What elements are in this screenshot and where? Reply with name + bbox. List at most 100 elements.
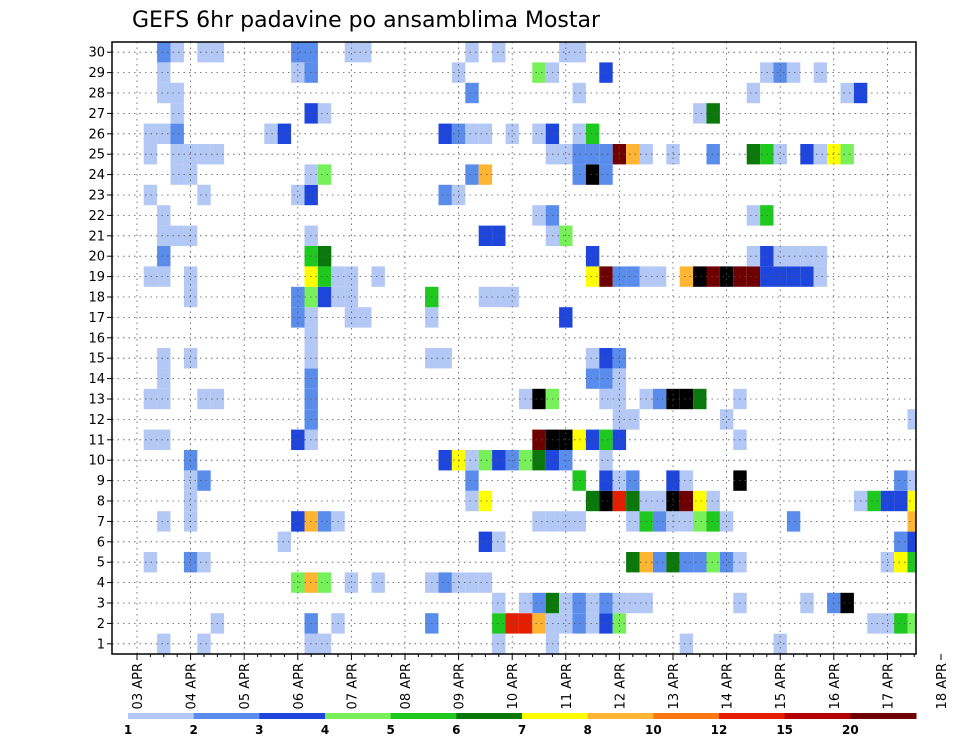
heatmap-cell: [585, 144, 600, 165]
heatmap-cell: [559, 42, 573, 63]
heatmap-cells: [143, 42, 916, 654]
y-tick-label: 3: [97, 597, 105, 612]
heatmap-cell: [157, 511, 171, 532]
heatmap-cell: [143, 266, 158, 287]
colorbar-swatch: [784, 713, 851, 719]
heatmap-cell: [438, 184, 452, 206]
heatmap-cell: [197, 42, 211, 63]
heatmap-cell: [599, 266, 613, 287]
heatmap-cell: [183, 144, 198, 165]
heatmap-cell: [907, 409, 916, 430]
heatmap-cell: [465, 450, 479, 471]
y-tick-label: 1: [97, 637, 105, 652]
heatmap-cell: [478, 164, 493, 185]
heatmap-cell: [599, 368, 613, 389]
colorbar-label: 20: [842, 723, 859, 737]
heatmap-cell: [197, 633, 211, 654]
colorbar-swatch: [390, 713, 457, 719]
heatmap-cell: [773, 62, 787, 83]
y-tick-label: 10: [88, 454, 105, 469]
heatmap-cell: [277, 123, 292, 144]
colorbar-label: 10: [645, 723, 662, 737]
heatmap-cell: [572, 123, 586, 144]
heatmap-cell: [478, 286, 493, 308]
colorbar-label: 5: [386, 723, 394, 737]
heatmap-cell: [197, 388, 211, 410]
heatmap-cell: [652, 388, 667, 410]
y-tick-label: 12: [88, 413, 105, 428]
heatmap-cell: [907, 552, 916, 573]
heatmap-cell: [478, 123, 493, 144]
heatmap-cell: [907, 613, 916, 634]
heatmap-cell: [626, 409, 640, 430]
colorbar-swatch: [325, 713, 392, 719]
heatmap-cell: [183, 266, 198, 287]
heatmap-cell: [291, 429, 305, 450]
y-tick-label: 2: [97, 617, 105, 632]
heatmap-cell: [317, 633, 332, 654]
heatmap-cell: [746, 205, 761, 226]
heatmap-cell: [746, 246, 761, 267]
heatmap-cell: [157, 82, 171, 104]
heatmap-cell: [679, 266, 694, 287]
heatmap-cell: [599, 592, 613, 614]
colorbar-label: 2: [189, 723, 197, 737]
heatmap-cell: [183, 490, 198, 512]
colorbar-label: 8: [583, 723, 591, 737]
heatmap-cell: [626, 511, 640, 532]
heatmap-cell: [706, 266, 720, 287]
y-tick-label: 9: [97, 474, 105, 489]
heatmap-cell: [344, 42, 359, 63]
heatmap-cell: [894, 490, 908, 512]
heatmap-cell: [492, 633, 506, 654]
heatmap-cell: [679, 552, 694, 573]
y-tick-label: 26: [88, 127, 105, 142]
heatmap-cell: [786, 511, 801, 532]
heatmap-cell: [264, 123, 278, 144]
heatmap-cell: [652, 552, 667, 573]
heatmap-cell: [719, 266, 734, 287]
y-tick-label: 4: [97, 576, 105, 591]
y-tick-label: 22: [88, 209, 105, 224]
heatmap-cell: [183, 470, 198, 491]
heatmap-cell: [157, 42, 171, 63]
y-tick-label: 29: [88, 66, 105, 81]
heatmap-cell: [813, 62, 828, 83]
heatmap-cell: [143, 184, 158, 206]
heatmap-cell: [344, 266, 359, 287]
heatmap-cell: [706, 144, 720, 165]
y-tick-label: 13: [88, 393, 105, 408]
heatmap-cell: [170, 103, 184, 124]
heatmap-cell: [773, 246, 787, 267]
heatmap-cell: [907, 511, 916, 532]
y-tick-label: 6: [97, 535, 105, 550]
heatmap-cell: [465, 490, 479, 512]
heatmap-cell: [706, 490, 720, 512]
heatmap-cell: [693, 511, 707, 532]
heatmap-cell: [626, 470, 640, 491]
heatmap-cell: [371, 572, 385, 593]
heatmap-cell: [157, 205, 171, 226]
y-axis: 1234567891011121314151617181920212223242…: [88, 46, 112, 652]
heatmap-cell: [585, 164, 600, 185]
heatmap-cell: [840, 82, 854, 104]
heatmap-cell: [599, 429, 613, 450]
heatmap-cell: [505, 286, 519, 308]
heatmap-cell: [800, 144, 814, 165]
colorbar-swatch: [193, 713, 260, 719]
x-tick-label: 13 APR: [667, 663, 682, 709]
heatmap-cell: [585, 429, 600, 450]
y-tick-label: 27: [88, 107, 105, 122]
heatmap-cell: [478, 490, 493, 512]
heatmap-cell: [599, 62, 613, 83]
heatmap-cell: [492, 42, 506, 63]
heatmap-cell: [170, 164, 184, 185]
colorbar-label: 1: [124, 723, 132, 737]
heatmap-cell: [317, 246, 332, 267]
heatmap-cell: [532, 592, 546, 614]
x-tick-label: 08 APR: [399, 663, 414, 709]
x-tick-label: 14 APR: [721, 663, 736, 709]
heatmap-cell: [840, 144, 854, 165]
colorbar-label: 15: [776, 723, 793, 737]
